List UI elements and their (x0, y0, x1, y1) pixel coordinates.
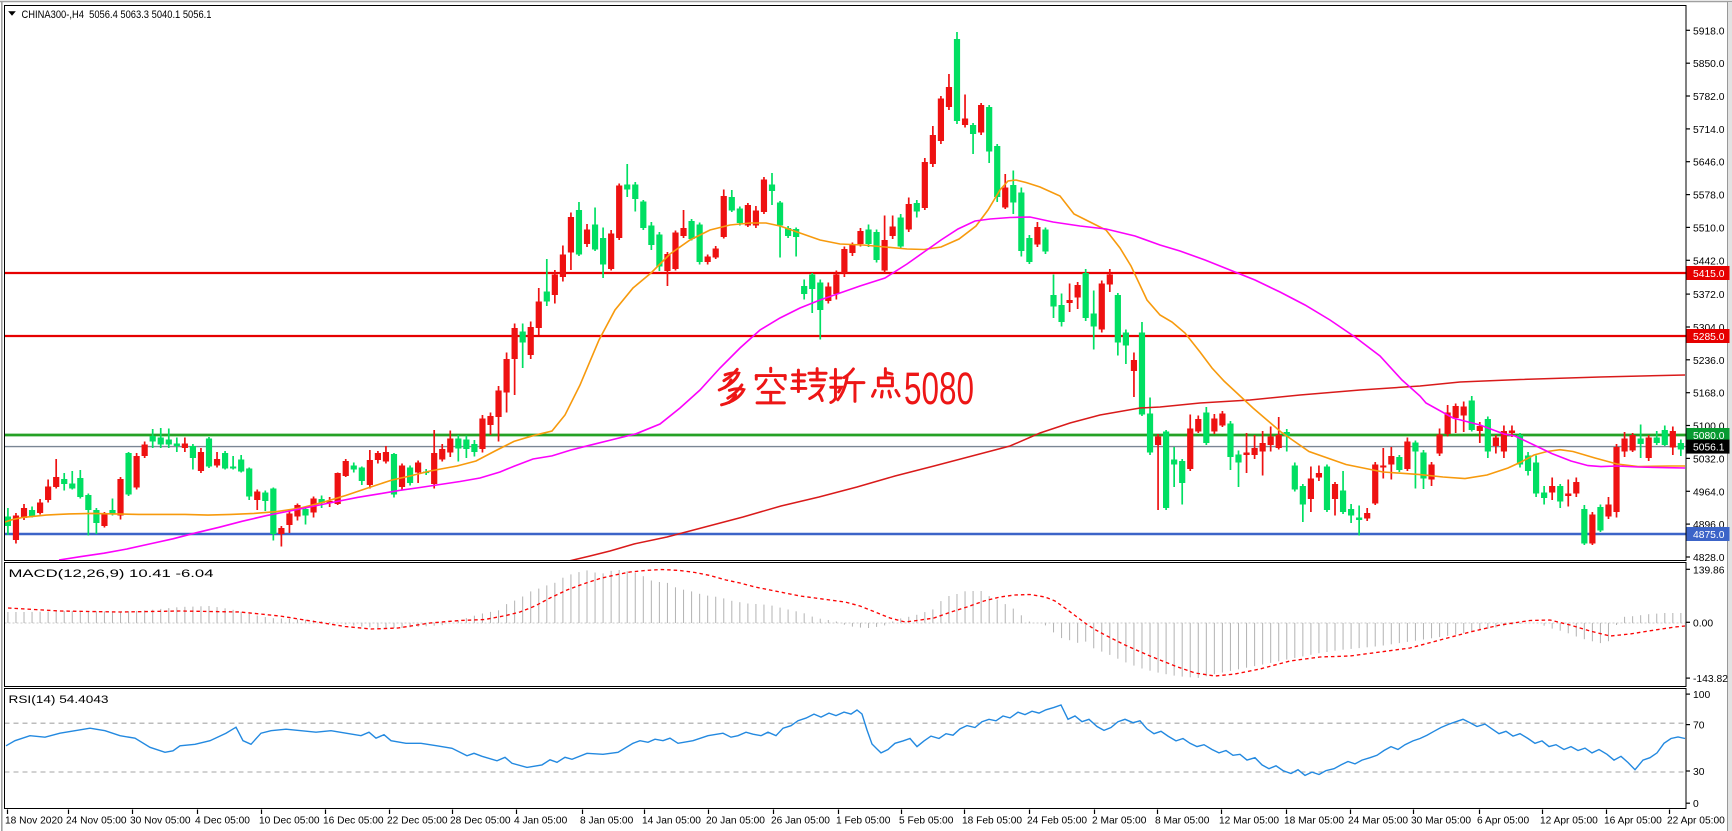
svg-text:30 Mar 05:00: 30 Mar 05:00 (1411, 816, 1471, 827)
svg-text:18 Feb 05:00: 18 Feb 05:00 (962, 816, 1022, 827)
svg-text:5442.0: 5442.0 (1693, 256, 1725, 267)
svg-text:5415.0: 5415.0 (1693, 269, 1725, 280)
svg-text:5080.0: 5080.0 (1693, 431, 1725, 442)
svg-text:5646.0: 5646.0 (1693, 158, 1725, 169)
svg-text:5 Feb 05:00: 5 Feb 05:00 (899, 816, 954, 827)
svg-text:-143.82: -143.82 (1693, 674, 1728, 685)
svg-text:5578.0: 5578.0 (1693, 191, 1725, 202)
svg-text:18 Nov 2020: 18 Nov 2020 (5, 816, 63, 827)
svg-text:18 Mar 05:00: 18 Mar 05:00 (1284, 816, 1344, 827)
svg-text:22 Dec 05:00: 22 Dec 05:00 (387, 816, 448, 827)
svg-text:100: 100 (1693, 690, 1710, 701)
svg-text:2 Mar 05:00: 2 Mar 05:00 (1092, 816, 1147, 827)
svg-text:5056.1: 5056.1 (1693, 443, 1725, 454)
svg-text:8 Jan 05:00: 8 Jan 05:00 (580, 816, 634, 827)
svg-text:0.00: 0.00 (1693, 618, 1713, 629)
svg-text:26 Jan 05:00: 26 Jan 05:00 (771, 816, 830, 827)
svg-text:5100.0: 5100.0 (1693, 422, 1725, 433)
svg-text:24 Nov 05:00: 24 Nov 05:00 (66, 816, 127, 827)
svg-text:12 Mar 05:00: 12 Mar 05:00 (1219, 816, 1279, 827)
svg-text:8 Mar 05:00: 8 Mar 05:00 (1155, 816, 1210, 827)
svg-text:5285.0: 5285.0 (1693, 332, 1725, 343)
svg-text:20 Jan 05:00: 20 Jan 05:00 (706, 816, 765, 827)
svg-text:1 Feb 05:00: 1 Feb 05:00 (836, 816, 891, 827)
svg-text:24 Feb 05:00: 24 Feb 05:00 (1027, 816, 1087, 827)
svg-text:22 Apr 05:00: 22 Apr 05:00 (1667, 816, 1725, 827)
svg-text:0: 0 (1693, 799, 1699, 810)
svg-text:MACD(12,26,9) 10.41 -6.04: MACD(12,26,9) 10.41 -6.04 (9, 568, 214, 580)
svg-text:4875.0: 4875.0 (1693, 530, 1725, 541)
svg-text:4 Dec 05:00: 4 Dec 05:00 (195, 816, 250, 827)
svg-text:30 Nov 05:00: 30 Nov 05:00 (130, 816, 191, 827)
svg-text:5782.0: 5782.0 (1693, 92, 1725, 103)
svg-text:5850.0: 5850.0 (1693, 59, 1725, 70)
svg-text:4828.0: 4828.0 (1693, 553, 1725, 564)
svg-text:5304.0: 5304.0 (1693, 323, 1725, 334)
svg-text:5714.0: 5714.0 (1693, 125, 1725, 136)
svg-text:28 Dec 05:00: 28 Dec 05:00 (450, 816, 511, 827)
svg-text:4 Jan 05:00: 4 Jan 05:00 (514, 816, 568, 827)
svg-text:70: 70 (1693, 721, 1705, 732)
svg-text:5032.0: 5032.0 (1693, 454, 1725, 465)
svg-text:6 Apr 05:00: 6 Apr 05:00 (1477, 816, 1529, 827)
svg-text:16 Dec 05:00: 16 Dec 05:00 (323, 816, 384, 827)
svg-text:CHINA300-,H4 5056.4 5063.3 50: CHINA300-,H4 5056.4 5063.3 5040.1 5056.1 (22, 9, 212, 21)
svg-text:5236.0: 5236.0 (1693, 356, 1725, 367)
svg-text:5080: 5080 (904, 363, 974, 414)
svg-text:5510.0: 5510.0 (1693, 223, 1725, 234)
svg-text:14 Jan 05:00: 14 Jan 05:00 (642, 816, 701, 827)
svg-text:12 Apr 05:00: 12 Apr 05:00 (1540, 816, 1598, 827)
svg-text:30: 30 (1693, 767, 1705, 778)
svg-text:16 Apr 05:00: 16 Apr 05:00 (1604, 816, 1662, 827)
svg-text:24 Mar 05:00: 24 Mar 05:00 (1348, 816, 1408, 827)
svg-text:5168.0: 5168.0 (1693, 389, 1725, 400)
svg-text:5918.0: 5918.0 (1693, 26, 1725, 37)
svg-text:4896.0: 4896.0 (1693, 520, 1725, 531)
svg-text:10 Dec 05:00: 10 Dec 05:00 (259, 816, 320, 827)
svg-text:4964.0: 4964.0 (1693, 487, 1725, 498)
svg-text:139.86: 139.86 (1693, 565, 1725, 576)
svg-text:RSI(14) 54.4043: RSI(14) 54.4043 (9, 694, 109, 706)
svg-text:5372.0: 5372.0 (1693, 290, 1725, 301)
